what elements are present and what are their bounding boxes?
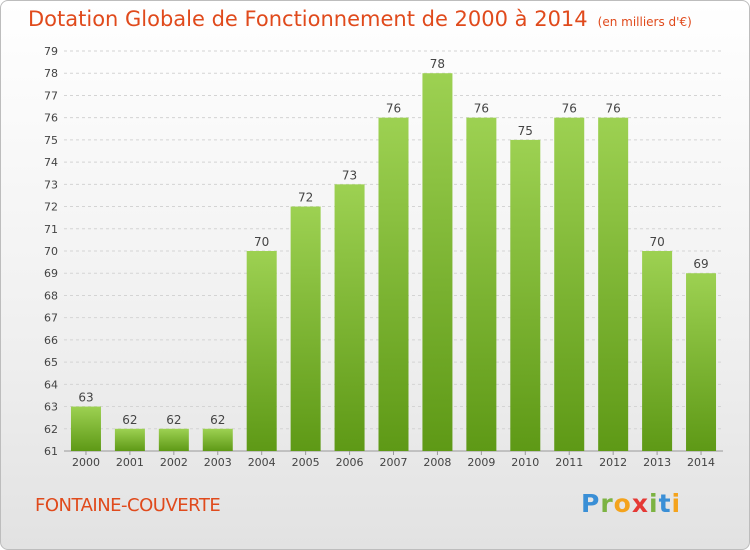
x-tick-label: 2012 xyxy=(599,456,627,469)
y-tick-label: 68 xyxy=(44,289,58,302)
x-tick-label: 2003 xyxy=(204,456,232,469)
y-tick-label: 61 xyxy=(44,445,58,458)
x-tick-label: 2001 xyxy=(116,456,144,469)
data-label: 76 xyxy=(386,102,401,116)
x-tick-label: 2000 xyxy=(72,456,100,469)
bar xyxy=(290,206,321,451)
bar xyxy=(686,273,717,451)
bar xyxy=(422,73,453,451)
y-tick-label: 75 xyxy=(44,134,58,147)
y-tick-label: 72 xyxy=(44,201,58,214)
bar xyxy=(510,139,541,451)
x-tick-label: 2009 xyxy=(467,456,495,469)
bar xyxy=(466,117,497,452)
bar xyxy=(378,117,409,452)
y-tick-label: 69 xyxy=(44,267,58,280)
y-tick-label: 74 xyxy=(44,156,58,169)
unit-label: (en milliers d'€) xyxy=(597,15,692,29)
data-label: 73 xyxy=(342,168,357,182)
proxiti-logo: Proxiti xyxy=(581,489,682,518)
data-label: 76 xyxy=(606,102,621,116)
y-tick-label: 78 xyxy=(44,67,58,80)
bar xyxy=(642,251,673,451)
bar xyxy=(158,428,189,451)
data-label: 76 xyxy=(562,102,577,116)
bar-chart: 61 62 63 64 65 66 67 68 69 70 71 72 73 74 75 76 77 78 79 20… xyxy=(44,45,723,469)
y-tick-label: 76 xyxy=(44,112,58,125)
y-tick-label: 64 xyxy=(44,378,58,391)
x-tick-label: 2014 xyxy=(687,456,715,469)
x-tick-label: 2005 xyxy=(292,456,320,469)
data-label: 62 xyxy=(210,413,225,427)
x-tick-label: 2013 xyxy=(643,456,671,469)
x-tick-label: 2004 xyxy=(248,456,276,469)
chart-title: Dotation Globale de Fonctionnement de 20… xyxy=(28,7,692,31)
data-label: 63 xyxy=(78,391,93,405)
y-tick-label: 66 xyxy=(44,334,58,347)
y-tick-label: 71 xyxy=(44,223,58,236)
commune-name: FONTAINE-COUVERTE xyxy=(35,495,221,516)
bar xyxy=(334,184,365,452)
y-tick-label: 65 xyxy=(44,356,58,369)
bar xyxy=(114,428,145,451)
data-label: 70 xyxy=(649,235,664,249)
x-tick-label: 2008 xyxy=(423,456,451,469)
data-label-layer: 63 62 62 62 70 72 73 76 78 76 75 76 76 70 69 xyxy=(78,57,708,427)
bar xyxy=(554,117,585,452)
x-tick-label: 2002 xyxy=(160,456,188,469)
bar xyxy=(202,428,233,451)
data-label: 76 xyxy=(474,102,489,116)
bar xyxy=(598,117,629,452)
data-label: 70 xyxy=(254,235,269,249)
data-label: 78 xyxy=(430,57,445,71)
data-label: 69 xyxy=(693,257,708,271)
x-tick-label: 2006 xyxy=(336,456,364,469)
y-tick-label: 62 xyxy=(44,423,58,436)
y-tick-label: 63 xyxy=(44,401,58,414)
y-tick-label: 77 xyxy=(44,89,58,102)
y-tick-label: 67 xyxy=(44,312,58,325)
y-tick-label: 79 xyxy=(44,45,58,58)
bar xyxy=(70,406,101,451)
axis-layer: 61 62 63 64 65 66 67 68 69 70 71 72 73 74 75 76 77 78 79 20… xyxy=(44,45,723,469)
y-tick-label: 73 xyxy=(44,178,58,191)
x-tick-label: 2007 xyxy=(380,456,408,469)
x-tick-label: 2011 xyxy=(555,456,583,469)
x-tick-label: 2010 xyxy=(511,456,539,469)
data-label: 75 xyxy=(518,124,533,138)
bar xyxy=(246,251,277,451)
data-label: 62 xyxy=(166,413,181,427)
data-label: 62 xyxy=(122,413,137,427)
y-tick-label: 70 xyxy=(44,245,58,258)
title-text: Dotation Globale de Fonctionnement de 20… xyxy=(28,7,588,31)
bar-layer xyxy=(70,73,717,452)
data-label: 72 xyxy=(298,191,313,205)
